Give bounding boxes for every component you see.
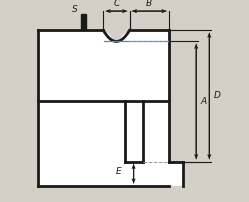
Polygon shape xyxy=(38,30,183,186)
Text: D: D xyxy=(213,92,220,100)
Polygon shape xyxy=(81,14,85,30)
Text: S: S xyxy=(72,5,78,14)
Text: B: B xyxy=(146,0,152,8)
Text: E: E xyxy=(116,167,122,176)
Text: C: C xyxy=(113,0,120,8)
Bar xyxy=(124,101,143,162)
Text: A: A xyxy=(200,97,206,106)
